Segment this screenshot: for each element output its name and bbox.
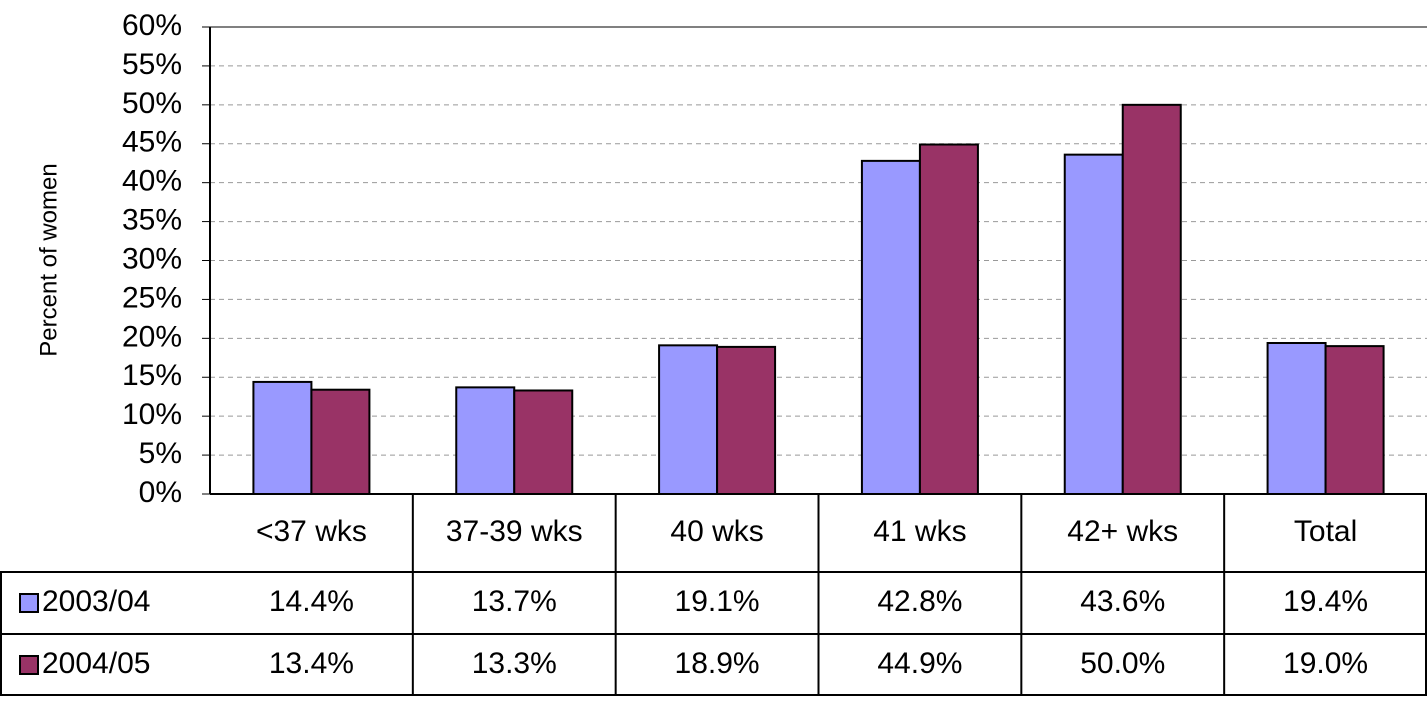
table-value: 19.4%: [1283, 585, 1368, 618]
legend-swatch: [19, 593, 39, 613]
bar: [1266, 342, 1327, 495]
bar: [658, 344, 719, 496]
bar: [455, 386, 516, 496]
bar: [513, 389, 574, 495]
table-value: 13.3%: [472, 647, 557, 680]
x-tick-label: 40 wks: [670, 515, 763, 548]
y-axis-label: Percent of women: [35, 163, 62, 356]
bar: [252, 380, 313, 496]
table-value: 42.8%: [877, 585, 962, 618]
table-value: 13.4%: [269, 647, 354, 680]
y-tick-label: 5%: [139, 437, 182, 470]
y-tick-label: 45%: [122, 126, 182, 159]
y-tick-label: 25%: [122, 281, 182, 314]
bar: [1324, 345, 1385, 495]
bar: [310, 388, 371, 496]
legend-label: 2004/05: [42, 647, 150, 680]
table-value: 18.9%: [675, 647, 760, 680]
bar: [860, 159, 921, 496]
y-tick-label: 10%: [122, 398, 182, 431]
legend-swatch: [19, 655, 39, 675]
x-tick-label: <37 wks: [256, 515, 367, 548]
y-tick-label: 15%: [122, 359, 182, 392]
y-tick-label: 35%: [122, 204, 182, 237]
table-value: 19.0%: [1283, 647, 1368, 680]
table-value: 13.7%: [472, 585, 557, 618]
y-tick-label: 20%: [122, 320, 182, 353]
table-value: 19.1%: [675, 585, 760, 618]
table-value: 44.9%: [877, 647, 962, 680]
bar: [1121, 103, 1182, 495]
y-tick-label: 50%: [122, 87, 182, 120]
x-tick-label: 42+ wks: [1067, 515, 1178, 548]
legend-label: 2003/04: [42, 585, 150, 618]
x-tick-label: 41 wks: [873, 515, 966, 548]
y-tick-label: 60%: [122, 9, 182, 42]
y-tick-label: 30%: [122, 242, 182, 275]
y-tick-label: 0%: [139, 476, 182, 509]
x-tick-label: Total: [1294, 515, 1357, 548]
y-tick-label: 55%: [122, 48, 182, 81]
y-tick-label: 40%: [122, 165, 182, 198]
bar: [716, 345, 777, 495]
bar: [1063, 153, 1124, 495]
table-value: 14.4%: [269, 585, 354, 618]
table-value: 43.6%: [1080, 585, 1165, 618]
table-value: 50.0%: [1080, 647, 1165, 680]
x-tick-label: 37-39 wks: [446, 515, 583, 548]
bar: [918, 143, 979, 496]
